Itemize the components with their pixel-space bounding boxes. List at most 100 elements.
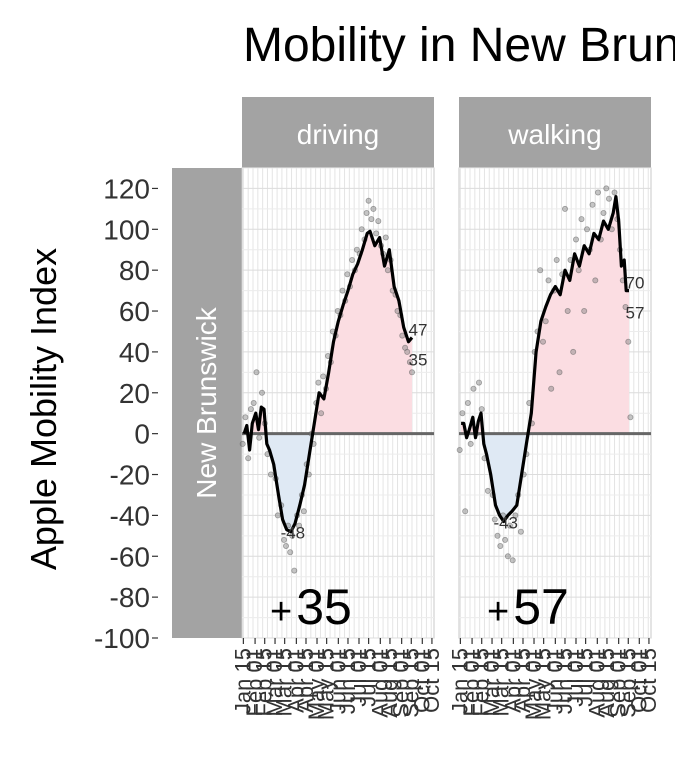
x-tick-label: May 15 — [531, 648, 556, 720]
data-point — [300, 508, 307, 515]
panel-strip-label: walking — [507, 119, 601, 150]
y-tick-label: 60 — [119, 296, 150, 327]
data-point — [589, 201, 596, 208]
data-point — [344, 271, 351, 278]
trend-line — [461, 195, 629, 524]
data-point — [517, 528, 524, 535]
row-strip — [172, 168, 242, 638]
y-tick-label: 20 — [119, 378, 150, 409]
x-tick-label: Mar 01 — [262, 648, 287, 716]
x-tick-label: Jul 15 — [356, 648, 381, 707]
data-point — [370, 205, 377, 212]
data-point — [353, 246, 360, 253]
x-tick-label: Aug 15 — [594, 648, 619, 718]
x-tick-label: Jun 01 — [542, 648, 567, 714]
x-tick-label: Jun 15 — [552, 648, 577, 714]
x-tick-label: Apr 15 — [293, 648, 318, 713]
data-point — [318, 410, 325, 417]
y-tick-label: -20 — [110, 460, 150, 491]
x-tick-label: May 01 — [521, 648, 546, 720]
data-point — [575, 267, 582, 274]
x-tick-label: Sep 15 — [615, 648, 640, 718]
data-point — [573, 236, 580, 243]
data-point — [287, 549, 294, 556]
data-point — [274, 512, 281, 519]
x-tick-label: May 15 — [314, 648, 339, 720]
data-point — [245, 455, 252, 462]
data-point — [296, 522, 303, 529]
trend-line — [242, 229, 414, 534]
x-tick-label: Oct 15 — [419, 648, 444, 713]
positive-area — [461, 196, 629, 434]
positive-area — [244, 231, 412, 434]
data-point — [627, 414, 634, 421]
data-point — [247, 406, 254, 413]
x-tick-label: Jan 15 — [230, 648, 255, 714]
data-point — [512, 512, 519, 519]
data-point — [459, 410, 466, 417]
negative-area — [461, 433, 629, 522]
y-tick-label: 0 — [134, 419, 150, 450]
x-tick-label: Oct 01 — [626, 648, 651, 713]
y-tick-label: 100 — [103, 214, 150, 245]
data-point — [581, 307, 588, 314]
data-point — [564, 307, 571, 314]
x-tick-label: Sep 01 — [606, 648, 631, 718]
end-label: 47 — [409, 321, 428, 340]
data-point — [506, 522, 513, 529]
y-tick-label: 120 — [103, 173, 150, 204]
data-point — [239, 440, 246, 447]
data-point — [382, 234, 389, 241]
data-point — [291, 567, 298, 574]
data-point — [408, 369, 415, 376]
data-point — [250, 399, 257, 406]
data-point — [603, 185, 610, 192]
data-point — [497, 543, 504, 550]
data-point — [339, 287, 346, 294]
data-point — [556, 369, 563, 376]
x-tick-label: Jun 01 — [325, 648, 350, 714]
data-point — [399, 332, 406, 339]
y-tick-label: -60 — [110, 541, 150, 572]
data-point — [470, 385, 477, 392]
data-point — [562, 205, 569, 212]
x-tick-label: Feb 15 — [469, 648, 494, 717]
y-tick-label: -40 — [110, 500, 150, 531]
data-point — [256, 434, 263, 441]
data-point — [570, 348, 577, 355]
data-point — [280, 536, 287, 543]
x-tick-label: Mar 01 — [479, 648, 504, 716]
data-point — [467, 440, 474, 447]
x-tick-label: Aug 01 — [367, 648, 392, 718]
min-label: -43 — [493, 514, 518, 533]
x-tick-label: Mar 15 — [489, 648, 514, 716]
data-point — [368, 216, 375, 223]
x-tick-label: Feb 01 — [242, 648, 267, 717]
data-point — [475, 379, 482, 386]
x-tick-label: Feb 15 — [252, 648, 277, 717]
end-label: 35 — [409, 351, 428, 370]
data-point — [373, 230, 380, 237]
data-point — [349, 256, 356, 263]
x-tick-label: Jun 15 — [335, 648, 360, 714]
data-point — [578, 216, 585, 223]
data-point — [363, 209, 370, 216]
data-point — [456, 446, 463, 453]
end-label: 57 — [626, 304, 645, 323]
data-point — [537, 267, 544, 274]
data-point — [267, 471, 274, 478]
data-point — [553, 256, 560, 263]
data-point — [606, 195, 613, 202]
data-point — [611, 189, 618, 196]
x-tick-label: Aug 15 — [377, 648, 402, 718]
data-point — [404, 348, 411, 355]
x-tick-label: May 01 — [304, 648, 329, 720]
y-tick-label: 80 — [119, 255, 150, 286]
x-tick-label: Sep 01 — [389, 648, 414, 718]
x-tick-label: Oct 01 — [409, 648, 434, 713]
end-label: 70 — [626, 274, 645, 293]
data-point — [595, 189, 602, 196]
y-tick-label: -100 — [94, 623, 150, 654]
data-point — [504, 553, 511, 560]
